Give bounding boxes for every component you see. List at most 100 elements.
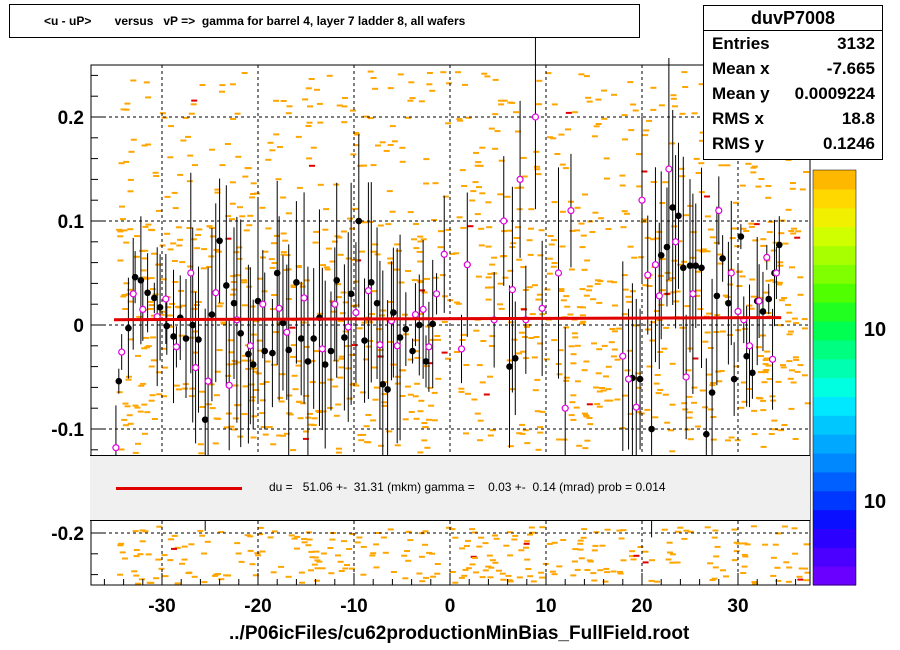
histogram-cell xyxy=(199,390,206,393)
histogram-cell xyxy=(539,526,546,529)
histogram-cell xyxy=(135,442,141,445)
stat-value: 0.0009224 xyxy=(794,84,875,103)
histogram-cell xyxy=(297,282,303,285)
histogram-cell xyxy=(605,365,612,368)
histogram-cell xyxy=(678,167,685,170)
histogram-cell xyxy=(664,421,671,424)
histogram-cell xyxy=(242,175,249,178)
histogram-cell xyxy=(551,239,557,242)
histogram-cell xyxy=(333,359,339,362)
histogram-cell xyxy=(620,559,627,562)
histogram-cell xyxy=(280,232,287,235)
histogram-cell xyxy=(649,238,656,241)
histogram-cell xyxy=(477,419,484,422)
histogram-cell xyxy=(545,72,552,75)
data-point-open xyxy=(300,294,308,302)
histogram-cell xyxy=(426,72,433,74)
histogram-cell xyxy=(611,93,617,96)
histogram-cell xyxy=(270,443,277,446)
histogram-cell xyxy=(775,579,782,582)
histogram-cell xyxy=(193,304,200,306)
histogram-cell xyxy=(663,326,670,329)
histogram-cell xyxy=(551,262,558,264)
histogram-cell xyxy=(241,304,248,307)
histogram-cell xyxy=(551,339,558,342)
histogram-cell xyxy=(758,178,765,180)
histogram-cell xyxy=(591,135,598,138)
palette-bin xyxy=(813,170,856,190)
data-point xyxy=(261,347,269,355)
histogram-cell xyxy=(577,542,584,545)
y-tick-label: -0.2 xyxy=(51,524,84,545)
data-point xyxy=(125,324,132,332)
histogram-cell xyxy=(221,322,227,325)
axes: -30 -20 -10 0 10 20 30-0.2-0.100.10.2 xyxy=(51,74,797,617)
histogram-cell xyxy=(593,531,600,534)
histogram-cell xyxy=(621,210,628,213)
histogram-cell xyxy=(121,229,128,232)
histogram-cell xyxy=(596,390,603,393)
histogram-cell xyxy=(308,78,315,80)
histogram-cell xyxy=(772,543,779,546)
palette-label-upper: 10 xyxy=(864,319,886,341)
palette-bin xyxy=(813,245,856,265)
histogram-cell xyxy=(707,562,714,565)
histogram-cell xyxy=(270,571,277,574)
histogram-cell xyxy=(435,338,441,341)
histogram-cell xyxy=(405,116,412,119)
data-point-open xyxy=(411,311,420,319)
histogram-cell xyxy=(776,281,783,284)
stat-mean-x: Mean x -7.665 xyxy=(704,56,882,81)
histogram-cell xyxy=(367,321,374,324)
data-point xyxy=(657,252,665,259)
histogram-cell xyxy=(317,121,324,124)
data-point-open xyxy=(538,304,546,312)
histogram-cell xyxy=(478,227,485,230)
histogram-cell xyxy=(620,529,627,532)
histogram-cell xyxy=(649,339,656,342)
palette-bin xyxy=(813,283,856,303)
histogram-cell xyxy=(452,536,459,539)
histogram-cell xyxy=(627,412,634,415)
data-point-open xyxy=(192,364,200,372)
histogram-cell xyxy=(485,245,492,248)
data-point xyxy=(765,295,773,303)
histogram-cell xyxy=(681,260,687,263)
histogram-cell xyxy=(736,270,743,273)
histogram-cell xyxy=(586,403,593,406)
histogram-cell xyxy=(241,72,248,74)
histogram-cell xyxy=(434,572,441,575)
histogram-cell xyxy=(636,153,642,156)
histogram-cell xyxy=(659,202,666,204)
histogram-cell xyxy=(691,386,698,389)
histogram-cell xyxy=(434,563,441,565)
histogram-cell xyxy=(215,417,222,420)
histogram-cell xyxy=(491,256,498,259)
histogram-cell xyxy=(600,389,607,392)
histogram-cell xyxy=(405,270,412,272)
histogram-cell xyxy=(717,262,724,265)
histogram-cell xyxy=(574,229,581,232)
histogram-cell xyxy=(580,306,586,309)
histogram-cell xyxy=(185,135,191,138)
histogram-cell xyxy=(789,182,796,184)
data-point xyxy=(367,279,375,286)
histogram-cell xyxy=(577,548,584,551)
histogram-cell xyxy=(465,116,472,119)
histogram-cell xyxy=(716,380,723,383)
histogram-cell xyxy=(487,375,493,378)
histogram-cell xyxy=(255,554,262,557)
data-point xyxy=(396,334,404,341)
histogram-cell xyxy=(695,270,701,273)
histogram-cell xyxy=(728,436,735,439)
histogram-cell xyxy=(715,370,721,373)
histogram-cell xyxy=(528,337,535,339)
histogram-cell xyxy=(218,578,225,581)
histogram-cell xyxy=(576,444,583,447)
histogram-cell xyxy=(254,552,261,555)
histogram-cell xyxy=(156,393,163,396)
histogram-cell xyxy=(629,555,635,558)
histogram-cell xyxy=(260,426,267,428)
histogram-cell xyxy=(411,279,418,282)
histogram-cell xyxy=(681,402,688,405)
